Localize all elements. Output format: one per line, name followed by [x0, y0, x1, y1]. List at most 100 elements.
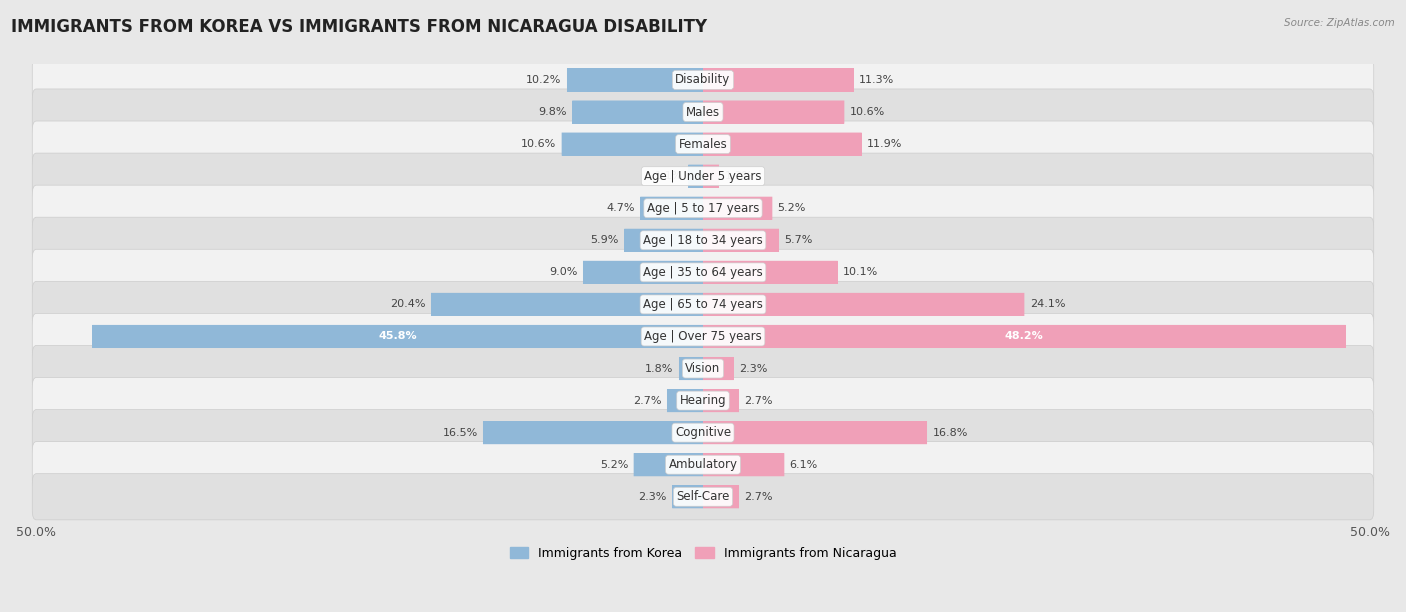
- FancyBboxPatch shape: [703, 100, 845, 124]
- Bar: [703, 229, 779, 252]
- Bar: [703, 357, 734, 380]
- Text: Age | 65 to 74 years: Age | 65 to 74 years: [643, 298, 763, 311]
- FancyBboxPatch shape: [703, 293, 1025, 316]
- Text: 4.7%: 4.7%: [606, 203, 636, 213]
- FancyBboxPatch shape: [32, 89, 1374, 135]
- Text: 5.9%: 5.9%: [591, 235, 619, 245]
- Bar: [561, 133, 703, 155]
- Text: 1.8%: 1.8%: [645, 364, 673, 373]
- Bar: [703, 389, 740, 412]
- FancyBboxPatch shape: [703, 229, 779, 252]
- FancyBboxPatch shape: [484, 421, 703, 444]
- Text: 9.0%: 9.0%: [550, 267, 578, 277]
- FancyBboxPatch shape: [561, 133, 703, 155]
- Bar: [572, 100, 703, 124]
- FancyBboxPatch shape: [93, 325, 703, 348]
- FancyBboxPatch shape: [32, 185, 1374, 231]
- Text: 10.2%: 10.2%: [526, 75, 561, 85]
- Text: 9.8%: 9.8%: [538, 107, 567, 117]
- FancyBboxPatch shape: [32, 474, 1374, 520]
- FancyBboxPatch shape: [32, 409, 1374, 456]
- Bar: [567, 69, 703, 92]
- Text: 10.1%: 10.1%: [844, 267, 879, 277]
- Text: IMMIGRANTS FROM KOREA VS IMMIGRANTS FROM NICARAGUA DISABILITY: IMMIGRANTS FROM KOREA VS IMMIGRANTS FROM…: [11, 18, 707, 36]
- Bar: [703, 133, 862, 155]
- Bar: [672, 485, 703, 509]
- FancyBboxPatch shape: [703, 69, 853, 92]
- Text: Vision: Vision: [685, 362, 721, 375]
- Text: 2.7%: 2.7%: [633, 395, 662, 406]
- Text: 24.1%: 24.1%: [1029, 299, 1066, 310]
- FancyBboxPatch shape: [572, 100, 703, 124]
- Bar: [679, 357, 703, 380]
- FancyBboxPatch shape: [703, 389, 740, 412]
- FancyBboxPatch shape: [703, 357, 734, 380]
- Text: 1.1%: 1.1%: [655, 171, 683, 181]
- Text: 5.2%: 5.2%: [778, 203, 806, 213]
- Text: Disability: Disability: [675, 73, 731, 86]
- Bar: [484, 421, 703, 444]
- FancyBboxPatch shape: [672, 485, 703, 509]
- Bar: [640, 196, 703, 220]
- Bar: [583, 261, 703, 284]
- FancyBboxPatch shape: [703, 485, 740, 509]
- Bar: [703, 196, 772, 220]
- Text: Age | Over 75 years: Age | Over 75 years: [644, 330, 762, 343]
- FancyBboxPatch shape: [567, 69, 703, 92]
- FancyBboxPatch shape: [32, 121, 1374, 167]
- Bar: [703, 421, 927, 444]
- Text: 2.3%: 2.3%: [638, 492, 666, 502]
- Text: 6.1%: 6.1%: [790, 460, 818, 469]
- Text: Self-Care: Self-Care: [676, 490, 730, 503]
- Text: Age | 18 to 34 years: Age | 18 to 34 years: [643, 234, 763, 247]
- FancyBboxPatch shape: [703, 196, 772, 220]
- Text: 16.5%: 16.5%: [443, 428, 478, 438]
- Text: Age | 5 to 17 years: Age | 5 to 17 years: [647, 202, 759, 215]
- FancyBboxPatch shape: [32, 282, 1374, 327]
- Bar: [689, 165, 703, 188]
- FancyBboxPatch shape: [703, 133, 862, 155]
- Bar: [703, 293, 1025, 316]
- Text: Ambulatory: Ambulatory: [668, 458, 738, 471]
- Text: 11.9%: 11.9%: [868, 139, 903, 149]
- FancyBboxPatch shape: [32, 249, 1374, 296]
- FancyBboxPatch shape: [703, 165, 718, 188]
- Text: 48.2%: 48.2%: [1005, 332, 1043, 341]
- Bar: [703, 69, 853, 92]
- Text: Hearing: Hearing: [679, 394, 727, 407]
- Bar: [624, 229, 703, 252]
- Text: 11.3%: 11.3%: [859, 75, 894, 85]
- Text: 2.7%: 2.7%: [744, 492, 773, 502]
- FancyBboxPatch shape: [432, 293, 703, 316]
- Text: Age | Under 5 years: Age | Under 5 years: [644, 170, 762, 182]
- Bar: [432, 293, 703, 316]
- Bar: [703, 325, 1346, 348]
- Bar: [703, 165, 718, 188]
- FancyBboxPatch shape: [640, 196, 703, 220]
- Bar: [703, 453, 785, 476]
- FancyBboxPatch shape: [32, 442, 1374, 488]
- FancyBboxPatch shape: [703, 421, 927, 444]
- Text: 20.4%: 20.4%: [389, 299, 426, 310]
- Text: 5.7%: 5.7%: [785, 235, 813, 245]
- Bar: [703, 485, 740, 509]
- Text: 16.8%: 16.8%: [932, 428, 967, 438]
- Text: 1.2%: 1.2%: [724, 171, 752, 181]
- FancyBboxPatch shape: [689, 165, 703, 188]
- Bar: [703, 261, 838, 284]
- FancyBboxPatch shape: [32, 153, 1374, 200]
- Text: 45.8%: 45.8%: [378, 332, 418, 341]
- Text: 5.2%: 5.2%: [600, 460, 628, 469]
- FancyBboxPatch shape: [32, 217, 1374, 263]
- FancyBboxPatch shape: [32, 57, 1374, 103]
- Text: Females: Females: [679, 138, 727, 151]
- Text: 2.7%: 2.7%: [744, 395, 773, 406]
- FancyBboxPatch shape: [32, 345, 1374, 392]
- FancyBboxPatch shape: [703, 261, 838, 284]
- Legend: Immigrants from Korea, Immigrants from Nicaragua: Immigrants from Korea, Immigrants from N…: [505, 542, 901, 565]
- Text: 10.6%: 10.6%: [849, 107, 884, 117]
- FancyBboxPatch shape: [703, 325, 1346, 348]
- Bar: [703, 100, 845, 124]
- Text: Source: ZipAtlas.com: Source: ZipAtlas.com: [1284, 18, 1395, 28]
- FancyBboxPatch shape: [583, 261, 703, 284]
